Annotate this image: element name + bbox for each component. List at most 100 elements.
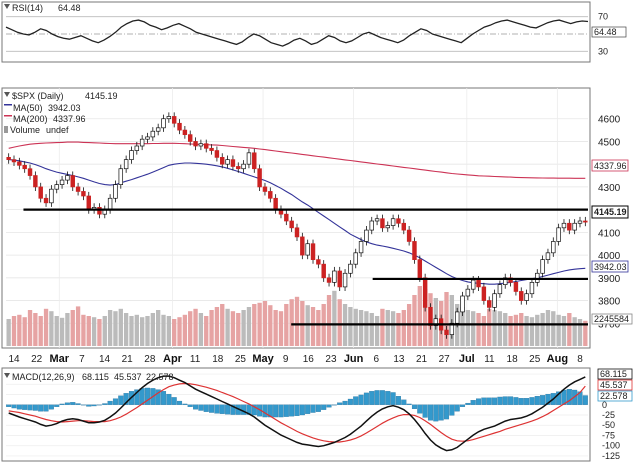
date-tick-9: 18 [212, 354, 224, 365]
candle-9 [54, 180, 59, 194]
volume-bar-25 [139, 317, 145, 346]
volume-bar-38 [209, 310, 214, 346]
rsi-panel-frame [1, 1, 591, 63]
candle-body-77 [417, 259, 423, 279]
macd-hist-bar-38 [209, 404, 215, 413]
volume-bar-74 [401, 310, 406, 346]
volume-bar-13 [75, 306, 81, 346]
date-tick-7: Apr [163, 353, 183, 365]
candle-body-49 [268, 191, 273, 199]
macd-hist-bar-52 [283, 404, 289, 417]
candle-53 [289, 216, 294, 232]
volume-bar-96 [519, 313, 524, 346]
candle-7 [43, 194, 49, 207]
support-lines [23, 208, 588, 326]
volume-bar-12 [70, 310, 75, 346]
macd-hist-bar-41 [225, 404, 231, 415]
candle-11 [65, 171, 70, 185]
macd-menu-icon[interactable] [4, 373, 10, 378]
macd-hist-bar-60 [326, 404, 332, 408]
volume-bar-30 [166, 316, 172, 346]
candle-body-83 [449, 322, 455, 335]
price-menu-icon[interactable] [4, 92, 10, 97]
volume-bar-10 [59, 317, 65, 346]
ma200-line [8, 141, 586, 179]
volume-legend: Volume [10, 125, 40, 135]
candle-17 [97, 203, 102, 219]
macd-hist-bar-77 [417, 404, 423, 414]
volume-bar-24 [134, 314, 139, 346]
candle-body-99 [535, 272, 540, 283]
candle-body-82 [444, 329, 449, 335]
volume-bar-45 [246, 307, 252, 346]
candle-39 [214, 146, 220, 162]
candle-102 [551, 237, 556, 257]
candle-25 [139, 135, 145, 151]
price-last-value: 4145.19 [85, 91, 118, 101]
macd-hist-bar-46 [251, 404, 257, 416]
macd-hist-bar-49 [267, 404, 273, 418]
macd-hist-bar-24 [134, 389, 140, 405]
candle-body-47 [257, 168, 262, 188]
macd-hist-bar-78 [422, 404, 428, 418]
date-tick-13: 16 [303, 354, 315, 365]
candle-48 [262, 182, 268, 196]
date-tick-18: 21 [416, 354, 428, 365]
candle-body-65 [353, 252, 358, 265]
volume-bar-66 [358, 310, 364, 346]
candle-body-90 [487, 300, 492, 308]
candle-97 [524, 289, 529, 305]
candle-72 [390, 214, 396, 230]
volume-bar-102 [551, 311, 556, 346]
price-tick-8: 3800 [598, 297, 621, 308]
candle-2 [17, 157, 22, 170]
volume-bar-26 [145, 316, 150, 346]
macd-hist-bar-48 [262, 404, 268, 418]
macd-hist-bar-51 [278, 404, 284, 418]
ma50-legend-value: 3942.03 [48, 103, 81, 113]
macd-hist-bar-5 [32, 404, 38, 411]
candle-body-48 [262, 186, 268, 192]
candle-body-2 [17, 161, 22, 166]
volume-bar-72 [390, 311, 396, 346]
volume-bar-14 [81, 314, 86, 346]
rsi-tick-0: 70 [598, 12, 608, 22]
candle-body-96 [519, 291, 524, 301]
candle-70 [380, 214, 385, 232]
volume-bar-98 [529, 317, 535, 346]
macd-hist-bar-85 [460, 404, 466, 407]
candle-40 [220, 153, 225, 169]
candle-body-101 [545, 252, 551, 260]
macd-hist-bar-9 [54, 404, 60, 407]
candle-4 [27, 164, 33, 180]
candle-body-39 [214, 150, 220, 158]
volume-bar-36 [198, 313, 204, 346]
macd-hist-bar-105 [566, 389, 572, 405]
macd-hist-bar-7 [43, 404, 49, 412]
histogram-tag: 22.578 [600, 391, 628, 401]
macd-hist-bar-67 [363, 392, 369, 405]
macd-hist-bar-3 [22, 404, 28, 410]
volume-bar-105 [567, 313, 572, 346]
chart-menu-icon[interactable] [4, 4, 10, 9]
candle-body-100 [540, 259, 545, 274]
macd-hist-bar-103 [556, 391, 562, 405]
volume-bar-16 [91, 317, 97, 346]
candle-103 [556, 223, 561, 246]
date-tick-14: 23 [325, 354, 337, 365]
candle-54 [294, 223, 300, 241]
candle-body-36 [198, 143, 204, 147]
candle-body-89 [481, 286, 487, 301]
date-tick-5: 21 [122, 354, 134, 365]
candle-62 [337, 266, 342, 291]
macd-hist-bar-74 [401, 399, 407, 405]
rsi-tick-2: 30 [598, 46, 608, 56]
candle-104 [561, 219, 567, 232]
volume-bar-15 [86, 316, 91, 346]
macd-hist-bar-88 [476, 398, 482, 405]
macd-histogram [6, 387, 588, 422]
volume-bar-6 [38, 316, 43, 346]
candle-12 [70, 171, 75, 191]
macd-hist-bar-80 [433, 404, 439, 422]
